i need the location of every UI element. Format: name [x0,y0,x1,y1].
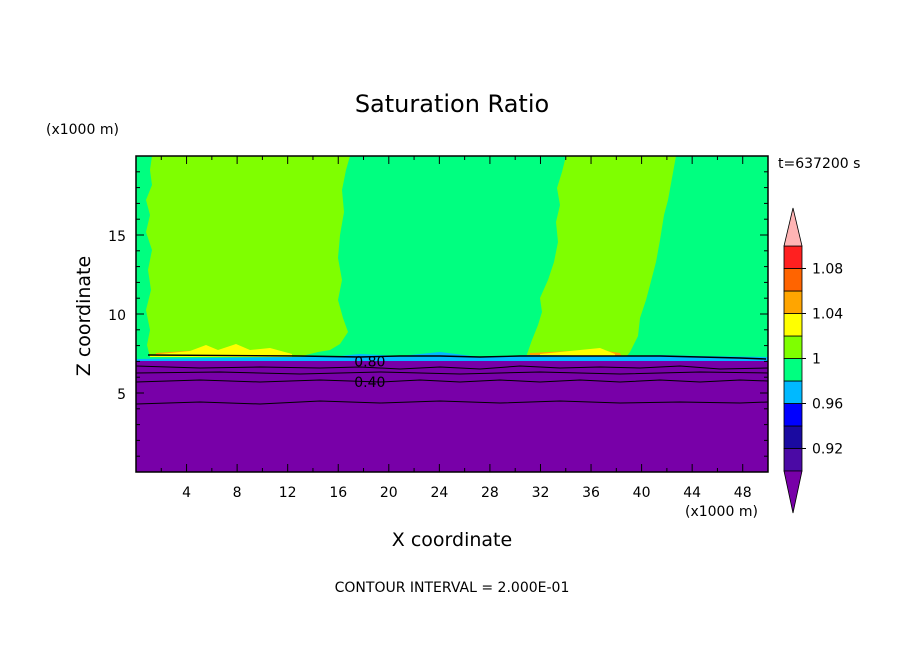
y-unit-label: (x1000 m) [46,122,119,138]
colorbar-segment [783,313,803,337]
x-tick-label: 40 [633,485,651,501]
x-tick-label: 44 [683,485,701,501]
dry-boundary-layer [136,361,768,472]
colorbar-segment [783,380,803,404]
plot-area [136,156,768,472]
supersaturated-column-b [526,156,676,357]
colorbar-under-arrow [783,470,803,514]
x-tick-label: 28 [481,485,499,501]
x-axis-label: X coordinate [392,529,512,551]
x-tick-label: 12 [279,485,297,501]
colorbar-segment [783,358,803,382]
contour-label: 0.40 [354,375,385,391]
colorbar-tick-label: 1.04 [812,307,843,323]
colorbar-segment [783,290,803,314]
chart-title: Saturation Ratio [355,90,549,118]
contour-line-0.4 [136,379,768,383]
time-label: t=637200 s [778,156,860,172]
contour-line-0.2 [136,400,768,405]
colorbar-segment [783,448,803,472]
x-unit-label: (x1000 m) [685,504,758,520]
supersaturated-column-a [146,156,350,357]
y-tick-label: 10 [108,308,126,324]
x-tick-label: 8 [233,485,242,501]
x-tick-label: 20 [380,485,398,501]
x-tick-label: 16 [329,485,347,501]
contour-line-0.8 [147,354,767,360]
x-tick-label: 24 [430,485,448,501]
colorbar-tick-label: 1.08 [812,262,843,278]
colorbar-segment [783,425,803,449]
colorbar-tick-label: 1 [812,352,821,368]
y-tick-label: 15 [108,229,126,245]
y-axis-label: Z coordinate [73,256,95,376]
contour-label: 0.80 [354,354,385,370]
colorbar-segment [783,403,803,427]
contour-interval-footer: CONTOUR INTERVAL = 2.000E-01 [335,580,570,596]
x-tick-label: 48 [734,485,752,501]
colorbar-segment [783,335,803,359]
colorbar-tick-label: 0.92 [812,442,843,458]
colorbar-segment [783,268,803,292]
yellow-band-a [150,344,292,357]
colorbar: 0.92 0.96 1 1.04 1.08 [783,207,843,514]
contour-line-0.6 [136,365,768,370]
colorbar-over-arrow [783,207,803,247]
x-tick-label: 36 [582,485,600,501]
yellow-band-b [540,348,615,357]
contour-line-0.4-lower [136,371,768,375]
colorbar-segment [783,245,803,269]
colorbar-tick-label: 0.96 [812,397,843,413]
x-tick-label: 4 [182,485,191,501]
x-tick-label: 32 [532,485,550,501]
y-tick-label: 5 [117,387,126,403]
